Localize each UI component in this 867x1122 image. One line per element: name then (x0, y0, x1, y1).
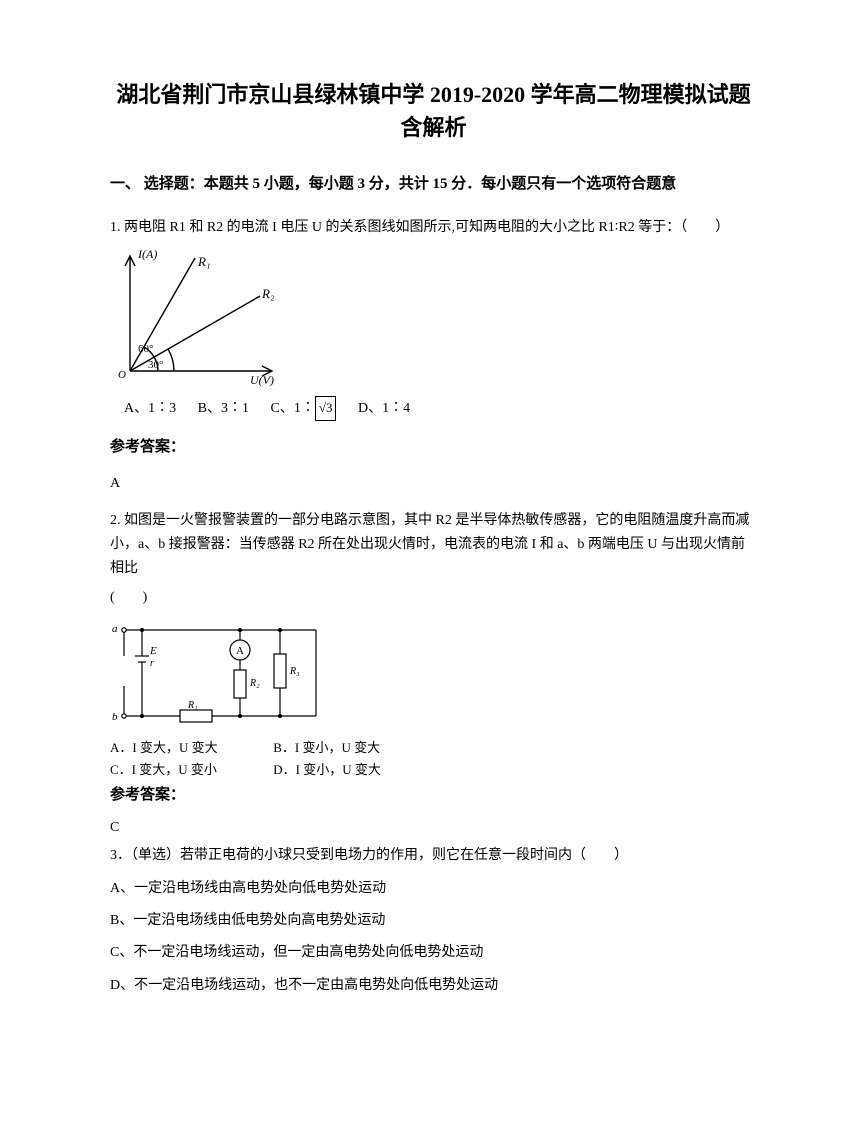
r2-label: R₂ (249, 678, 260, 689)
q1-opt-b: 3∶1 (221, 401, 249, 416)
q1-figure: I(A) U(V) R₁ R₂ 60° 30° O (110, 246, 757, 386)
q3-opt-d: D、不一定沿电场线运动，也不一定由高电势处向低电势处运动 (110, 975, 757, 997)
angle-60-label: 60° (138, 343, 153, 355)
section-header: 一、 选择题：本题共 5 小题，每小题 3 分，共计 15 分．每小题只有一个选… (110, 172, 757, 196)
q2-opt-d: D．I 变小，U 变大 (273, 759, 433, 781)
axis-label-y: I(A) (137, 247, 157, 261)
q1-stem: 1. 两电阻 R1 和 R2 的电流 I 电压 U 的关系图线如图所示,可知两电… (110, 216, 757, 240)
q2-answer-label: 参考答案： (110, 783, 757, 807)
document-title: 湖北省荆门市京山县绿林镇中学 2019-2020 学年高二物理模拟试题含解析 (110, 78, 757, 144)
q1-opt-a: 1∶3 (148, 401, 176, 416)
emf-label: E (149, 645, 157, 657)
q1-opt-d: 1∶4 (382, 401, 410, 416)
angle-30-label: 30° (148, 359, 163, 371)
q1-options: A、1∶3 B、3∶1 C、1∶√3 D、1∶4 (110, 396, 757, 421)
q3-opt-c: C、不一定沿电场线运动，但一定由高电势处向低电势处运动 (110, 942, 757, 964)
q1-answer-label: 参考答案： (110, 435, 757, 459)
svg-text:O: O (118, 369, 126, 381)
terminal-b: b (112, 711, 118, 723)
ammeter-label: A (236, 645, 244, 657)
q3-opt-a: A、一定沿电场线由高电势处向低电势处运动 (110, 878, 757, 900)
q1-opt-c-sqrt: √3 (315, 396, 337, 421)
axis-label-x: U(V) (250, 373, 274, 386)
q2-stem: 2. 如图是一火警报警装置的一部分电路示意图，其中 R2 是半导体热敏传感器，它… (110, 509, 757, 580)
q2-options: A．I 变大，U 变大 B．I 变小，U 变大 C．I 变大，U 变小 D．I … (110, 737, 757, 781)
r1-label: R₁ (187, 700, 198, 711)
q2-paren: ( ) (110, 586, 757, 610)
q1-opt-c-prefix: 1∶ (294, 401, 315, 416)
q1-answer: A (110, 473, 757, 495)
q2-figure: a b E r A R₁ R₂ R₃ (110, 616, 757, 731)
line-r2-label: R₂ (261, 286, 275, 301)
r-internal-label: r (150, 658, 154, 669)
q3-opt-b: B、一定沿电场线由低电势处向高电势处运动 (110, 910, 757, 932)
q2-opt-b: B．I 变小，U 变大 (273, 737, 433, 759)
q2-opt-a: A．I 变大，U 变大 (110, 737, 270, 759)
q2-opt-c: C．I 变大，U 变小 (110, 759, 270, 781)
r3-label: R₃ (289, 666, 300, 677)
line-r1-label: R₁ (197, 254, 210, 269)
q2-answer: C (110, 817, 757, 839)
q3-stem: 3．（单选）若带正电荷的小球只受到电场力的作用，则它在任意一段时间内（ ） (110, 844, 757, 868)
terminal-a: a (112, 623, 118, 635)
